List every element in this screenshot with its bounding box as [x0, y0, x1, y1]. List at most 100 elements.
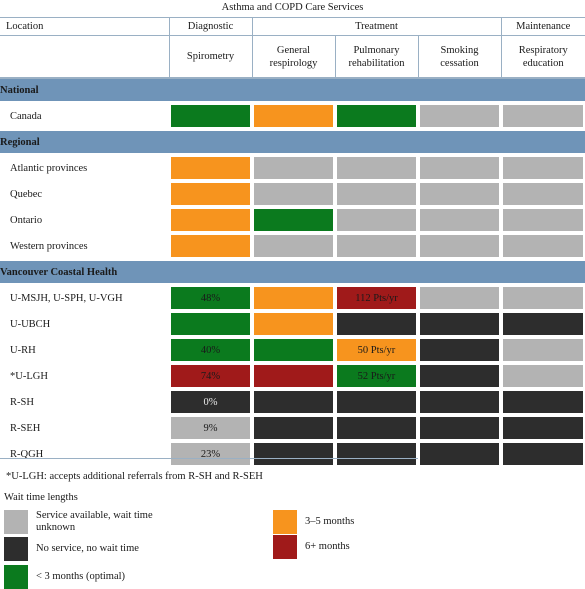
header-smoking-cessation: Smoking cessation [417, 35, 501, 79]
status-cell [503, 339, 583, 361]
legend-item-orange: 3–5 months [273, 510, 354, 534]
status-cell [337, 183, 416, 205]
status-cell [420, 443, 499, 465]
location-name: R-QGH [10, 448, 44, 460]
status-cell [503, 391, 583, 413]
legend-swatch-dark [4, 537, 28, 561]
table-row: Atlantic provinces [0, 154, 585, 181]
status-cell [503, 443, 583, 465]
status-cell [254, 339, 333, 361]
status-cell [254, 365, 333, 387]
status-cell [337, 443, 416, 465]
status-cell [254, 287, 333, 309]
section-regional-label: Regional [0, 129, 585, 155]
header-general-respirology: General respirology [251, 35, 335, 79]
legend-label-dark: No service, no wait time [36, 543, 139, 554]
legend-swatch-orange [273, 510, 297, 534]
legend-swatch-red [273, 535, 297, 559]
status-cell [337, 209, 416, 231]
header-row-2: Spirometry General respirology Pulmonary… [0, 35, 585, 79]
status-cell [420, 287, 499, 309]
header-spirometry: Spirometry [168, 35, 252, 79]
legend-label-orange: 3–5 months [305, 516, 355, 527]
table-row: *U-LGH 74% 52 Pts/yr [0, 363, 585, 389]
status-cell [254, 183, 333, 205]
section-national: National [0, 77, 585, 103]
status-cell [420, 235, 499, 257]
status-cell [171, 105, 250, 127]
status-cell [503, 287, 583, 309]
table-row: R-SH 0% [0, 389, 585, 415]
legend-title: Wait time lengths [4, 492, 78, 503]
status-cell: 52 Pts/yr [337, 365, 416, 387]
status-cell [420, 105, 499, 127]
location-name: R-SH [10, 396, 34, 408]
legend-item-green: < 3 months (optimal) [4, 565, 125, 589]
status-cell [254, 105, 333, 127]
status-cell [503, 313, 583, 335]
status-cell [420, 391, 499, 413]
status-cell [171, 157, 250, 179]
status-cell [337, 417, 416, 439]
legend-label-red: 6+ months [305, 541, 350, 552]
header-diagnostic: Diagnostic [168, 17, 252, 36]
status-cell [420, 209, 499, 231]
legend-label-green: < 3 months (optimal) [36, 571, 126, 582]
location-name: Western provinces [10, 240, 88, 252]
status-cell [171, 183, 250, 205]
status-cell [254, 157, 333, 179]
status-cell [503, 365, 583, 387]
header-maintenance: Maintenance [500, 17, 585, 36]
status-cell [171, 313, 250, 335]
table-row: Quebec [0, 181, 585, 207]
section-vch: Vancouver Coastal Health [0, 259, 585, 285]
table-row: U-MSJH, U-SPH, U-VGH 48% 112 Pts/yr [0, 284, 585, 311]
chart-title: Asthma and COPD Care Services [221, 2, 364, 13]
location-name: U-RH [10, 344, 36, 356]
status-cell [171, 235, 250, 257]
status-cell [254, 313, 333, 335]
status-cell [337, 157, 416, 179]
legend-label-gray: Service available, wait time unknown [36, 510, 153, 533]
header-respiratory-education: Respiratory education [500, 35, 585, 79]
location-name: Quebec [10, 188, 43, 200]
status-cell: 50 Pts/yr [337, 339, 416, 361]
status-cell: 112 Pts/yr [337, 287, 416, 309]
location-name: U-MSJH, U-SPH, U-VGH [10, 292, 123, 304]
status-cell [503, 209, 583, 231]
header-location: Location [0, 17, 169, 36]
footnote: *U-LGH: accepts additional referrals fro… [6, 471, 263, 482]
section-vch-label: Vancouver Coastal Health [0, 259, 585, 285]
status-cell [254, 443, 333, 465]
footnote-separator [0, 458, 418, 459]
status-cell [337, 313, 416, 335]
status-cell [254, 391, 333, 413]
section-regional: Regional [0, 129, 585, 155]
table-row: U-UBCH [0, 311, 585, 337]
location-name: U-UBCH [10, 318, 51, 330]
header-pulmonary-rehabilitation: Pulmonary rehabilitation [334, 35, 418, 79]
legend-item-gray: Service available, wait time unknown [4, 510, 154, 534]
status-cell [420, 417, 499, 439]
legend-item-red: 6+ months [273, 535, 350, 559]
table-row: R-QGH 23% [0, 441, 585, 467]
status-cell [337, 105, 416, 127]
status-cell [503, 157, 583, 179]
status-cell [254, 235, 333, 257]
status-cell [171, 209, 250, 231]
location-name: Atlantic provinces [10, 162, 88, 174]
section-national-label: National [0, 77, 585, 103]
status-cell: 9% [171, 417, 250, 439]
status-cell [337, 235, 416, 257]
status-cell [420, 183, 499, 205]
status-cell [503, 105, 583, 127]
table-row: R-SEH 9% [0, 415, 585, 441]
services-table: Location Diagnostic Treatment Maintenanc… [0, 17, 585, 467]
location-name: Canada [10, 110, 42, 122]
header-treatment: Treatment [251, 17, 501, 36]
header-row-1: Location Diagnostic Treatment Maintenanc… [0, 17, 585, 36]
status-cell [254, 417, 333, 439]
legend-item-dark: No service, no wait time [4, 537, 154, 561]
legend-swatch-green [4, 565, 28, 589]
status-cell [503, 417, 583, 439]
